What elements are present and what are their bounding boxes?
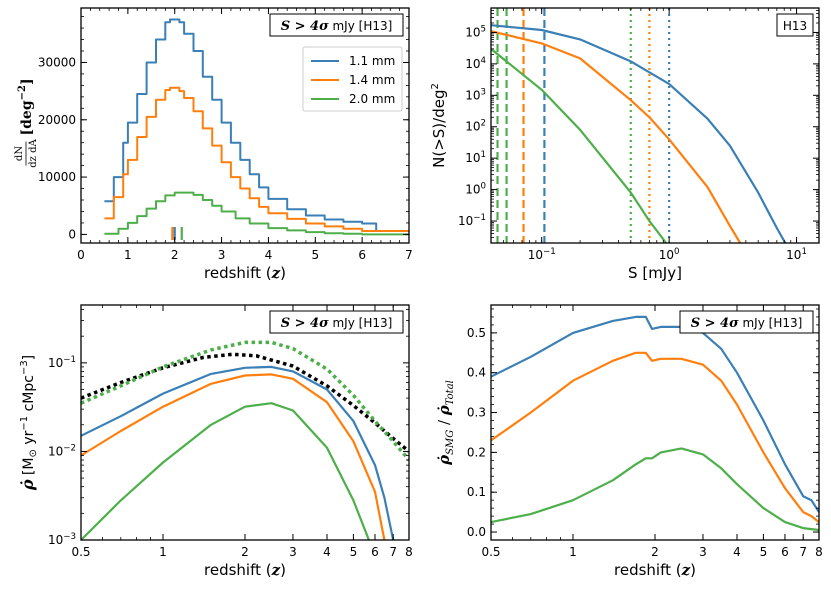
series-line-11mm bbox=[491, 315, 819, 513]
tick-label: 2 bbox=[651, 545, 659, 559]
tick-label: 4 bbox=[323, 545, 331, 559]
series-line-14mm bbox=[491, 30, 742, 243]
y-axis-label: N(>S)/deg2 bbox=[430, 83, 448, 168]
tick-label: 5 bbox=[311, 248, 319, 262]
tick-label: 0.5 bbox=[467, 326, 486, 340]
tick-label: 101 bbox=[786, 247, 807, 262]
series-line-11mm bbox=[491, 24, 787, 243]
tick-label: 0.4 bbox=[467, 366, 486, 380]
tick-label: 0.1 bbox=[467, 485, 486, 499]
tick-label: 10−3 bbox=[48, 532, 76, 547]
tick-label: 101 bbox=[465, 150, 486, 165]
tick-label: 100 bbox=[659, 247, 680, 262]
svg-text:dz dA: dz dA bbox=[28, 138, 39, 167]
annotation-text: S > 4σ mJy [H13] bbox=[691, 316, 803, 331]
tick-label: 8 bbox=[405, 545, 413, 559]
tick-label: 6 bbox=[781, 545, 789, 559]
annotation-text: S > 4σ mJy [H13] bbox=[281, 19, 393, 34]
tick-label: 3 bbox=[289, 545, 297, 559]
annotation-box bbox=[269, 13, 404, 37]
annotation-box bbox=[776, 13, 814, 37]
tick-label: 1 bbox=[569, 545, 577, 559]
tick-label: 1 bbox=[124, 248, 132, 262]
panel-dndz: 0 1 2 3 4 5 6 7 0 10000 20000 30000 S > 4σ mJy [H13]… bbox=[14, 7, 413, 282]
series-line-14mm bbox=[104, 86, 409, 233]
series-line-20mm bbox=[104, 191, 409, 236]
annotation-text: H13 bbox=[783, 19, 807, 33]
x-axis-label: redshift (z) bbox=[204, 264, 286, 282]
panel-number-counts: 10−1 100 101 10−1 100 101 102 103 104 105 H13 S [mJ… bbox=[430, 7, 820, 282]
axes-frame bbox=[490, 7, 820, 244]
y-axis-label: dN dz dA [deg−2] bbox=[14, 78, 39, 167]
legend-box bbox=[302, 46, 403, 112]
tick-label: 10000 bbox=[38, 170, 76, 184]
dotted-reference-line bbox=[81, 352, 409, 453]
tick-label: 6 bbox=[358, 248, 366, 262]
tick-label: 7 bbox=[405, 248, 413, 262]
y-axis-label: ρ̇SMG / ρ̇Total bbox=[435, 380, 456, 466]
tick-label: 4 bbox=[265, 248, 273, 262]
annotation-text: S > 4σ mJy [H13] bbox=[281, 316, 393, 331]
tick-label: 0 bbox=[77, 248, 85, 262]
tick-label: 0 bbox=[68, 227, 76, 241]
panel-sfrd: 0.5 1 2 3 4 5 6 7 8 10−3 10−2 10−1 S > 4σ mJy [H13] r… bbox=[18, 304, 413, 579]
svg-text:dN: dN bbox=[14, 146, 25, 161]
x-axis-label: redshift (z) bbox=[614, 561, 696, 579]
series-line-20mm bbox=[491, 48, 668, 243]
tick-label: 10−1 bbox=[458, 213, 486, 228]
dotted-reference-line bbox=[81, 340, 409, 462]
axes-frame bbox=[80, 304, 410, 541]
tick-label: 102 bbox=[465, 119, 486, 134]
axes-frame bbox=[490, 304, 820, 541]
series-line-11mm bbox=[81, 365, 395, 540]
tick-label: 0.5 bbox=[71, 545, 90, 559]
tick-label: 7 bbox=[799, 545, 807, 559]
tick-label: 7 bbox=[389, 545, 397, 559]
panel-sfrd-fraction: 0.5 1 2 3 4 5 6 7 8 0.0 0.1 0.2 0.3 0.4 0.5 S > 4σ mJy … bbox=[435, 304, 823, 579]
series-line-14mm bbox=[81, 373, 386, 540]
tick-label: 10−1 bbox=[48, 355, 76, 370]
x-axis-label: redshift (z) bbox=[204, 561, 286, 579]
annotation-box bbox=[269, 310, 404, 334]
tick-label: 0.0 bbox=[467, 525, 486, 539]
tick-label: 20000 bbox=[38, 113, 76, 127]
y-axis-label: ρ̇ [M⊙ yr−1 cMpc−3] bbox=[18, 355, 39, 491]
series-line-14mm bbox=[491, 351, 819, 523]
tick-label: 0.3 bbox=[467, 406, 486, 420]
tick-label: 6 bbox=[371, 545, 379, 559]
tick-label: 103 bbox=[465, 87, 486, 102]
tick-label: 10−1 bbox=[528, 247, 556, 262]
legend-label: 1.1 mm bbox=[349, 54, 395, 68]
tick-label: 100 bbox=[465, 182, 486, 197]
x-axis-label: S [mJy] bbox=[628, 264, 682, 282]
tick-label: 0.5 bbox=[481, 545, 500, 559]
tick-label: 1 bbox=[159, 545, 167, 559]
tick-label: 3 bbox=[699, 545, 707, 559]
legend-label: 2.0 mm bbox=[349, 92, 395, 106]
tick-label: 10−2 bbox=[48, 443, 76, 458]
tick-label: 8 bbox=[815, 545, 823, 559]
series-line-20mm bbox=[491, 447, 819, 532]
tick-label: 2 bbox=[241, 545, 249, 559]
series-line-20mm bbox=[81, 402, 370, 540]
axes-frame bbox=[80, 7, 410, 244]
tick-label: 30000 bbox=[38, 55, 76, 69]
series-line-11mm bbox=[104, 18, 409, 233]
tick-label: 5 bbox=[350, 545, 358, 559]
tick-label: 0.2 bbox=[467, 445, 486, 459]
legend-label: 1.4 mm bbox=[349, 73, 395, 87]
tick-label: 2 bbox=[171, 248, 179, 262]
annotation-box bbox=[679, 310, 814, 334]
tick-label: 104 bbox=[465, 56, 486, 71]
tick-label: 4 bbox=[733, 545, 741, 559]
tick-label: 5 bbox=[760, 545, 768, 559]
tick-label: 3 bbox=[218, 248, 226, 262]
tick-label: 105 bbox=[465, 24, 486, 39]
svg-text:[deg−2]: [deg−2] bbox=[17, 78, 35, 135]
